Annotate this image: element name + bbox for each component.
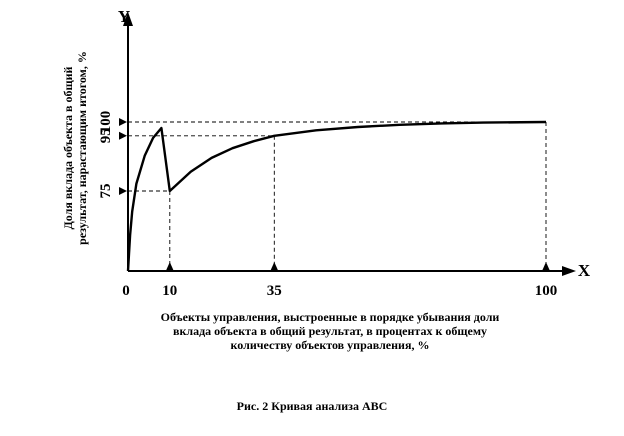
x-tick-label-100: 100 — [535, 283, 558, 299]
x-axis-label: Объекты управления, выстроенные в порядк… — [120, 310, 540, 352]
x-axis-label-line-3: количеству объектов управления, % — [230, 338, 430, 352]
y-tick-marker-95 — [119, 131, 127, 140]
figure-caption: Рис. 2 Кривая анализа ABC — [236, 399, 388, 413]
tick-markers — [119, 118, 550, 271]
guide-lines — [128, 121, 547, 271]
axes: Y X — [118, 7, 591, 280]
x-tick-label-10: 10 — [162, 283, 177, 299]
x-tick-label-0: 0 — [122, 283, 130, 299]
x-tick-marker-100 — [542, 262, 550, 271]
y-axis-arrow — [123, 12, 133, 26]
y-tick-label-75: 75 — [98, 184, 114, 199]
x-tick-marker-35 — [270, 262, 279, 271]
y-tick-marker-75 — [119, 187, 127, 195]
y-axis-name: Y — [118, 7, 130, 26]
x-tick-label-35: 35 — [267, 283, 282, 299]
y-tick-label-95: 95 — [98, 128, 114, 143]
series-line-1 — [126, 120, 547, 272]
x-tick-marker-10 — [165, 262, 174, 271]
y-axis-label-line-2: результат, нарастающим итогом, % — [75, 51, 89, 245]
x-axis-label-line-1: Объекты управления, выстроенные в порядк… — [160, 310, 500, 324]
x-axis-name: X — [578, 261, 591, 280]
y-axis-label-line-1: Доля вклада объекта в общий — [61, 66, 75, 229]
x-axis-arrow — [562, 266, 576, 276]
x-axis-label-line-2: вклада объекта в общий результат, в проц… — [172, 324, 488, 338]
y-tick-label-100: 100 — [98, 111, 114, 134]
y-tick-marker-100 — [119, 118, 127, 126]
curve-layer — [126, 120, 547, 272]
